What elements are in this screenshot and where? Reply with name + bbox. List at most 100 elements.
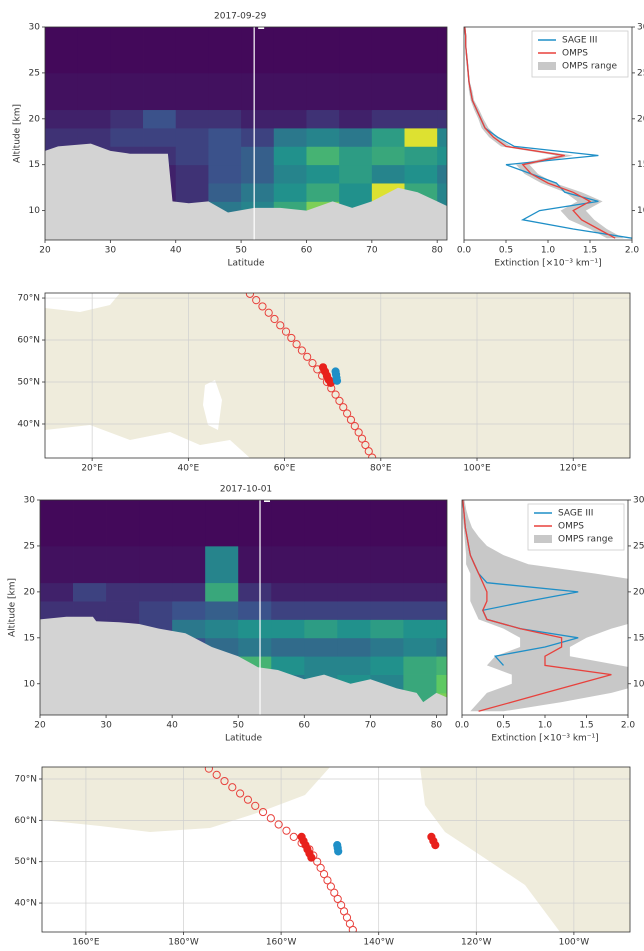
heat-cell bbox=[238, 582, 272, 602]
y-tick-label: 20 bbox=[637, 114, 644, 124]
heat-cell bbox=[370, 545, 404, 584]
marker bbox=[350, 421, 359, 431]
marker bbox=[220, 776, 229, 786]
y-tick-label: 60°N bbox=[14, 816, 37, 826]
y-tick-label: 25 bbox=[24, 541, 35, 551]
marker bbox=[289, 832, 298, 841]
marker bbox=[368, 453, 377, 458]
marker bbox=[339, 403, 348, 412]
y-tick-label: 15 bbox=[637, 160, 644, 170]
surface bbox=[45, 143, 447, 240]
y-tick-label: 40°N bbox=[17, 419, 40, 429]
marker bbox=[245, 293, 255, 298]
plot-area bbox=[245, 293, 377, 458]
marker bbox=[361, 440, 370, 450]
legend-label: OMPS bbox=[558, 522, 584, 532]
heat-cell bbox=[241, 27, 275, 74]
heat-cell bbox=[139, 582, 173, 602]
heat-cell bbox=[77, 109, 111, 129]
y-tick-label: 30 bbox=[637, 23, 644, 33]
y-tick-label: 30 bbox=[633, 496, 644, 506]
x-axis-label: Latitude bbox=[225, 734, 263, 744]
heat-cell bbox=[205, 582, 239, 602]
heat-cell bbox=[143, 127, 177, 147]
marker bbox=[281, 327, 291, 336]
marker bbox=[316, 863, 325, 873]
heat-cell bbox=[238, 545, 272, 584]
heat-cell bbox=[306, 164, 340, 184]
heat-cell bbox=[273, 183, 307, 202]
land bbox=[42, 767, 330, 832]
x-tick-label: 100°W bbox=[559, 938, 590, 948]
marker bbox=[266, 814, 275, 823]
marker bbox=[212, 770, 221, 779]
legend-label: SAGE III bbox=[558, 509, 593, 519]
heat-cell bbox=[306, 146, 340, 166]
heat-cell bbox=[208, 127, 242, 147]
heat-cell bbox=[339, 127, 373, 147]
x-tick-label: 40°E bbox=[178, 464, 200, 474]
x-tick-label: 20°E bbox=[81, 464, 103, 474]
heat-cell bbox=[241, 183, 275, 202]
marker bbox=[333, 894, 342, 904]
heat-cell bbox=[404, 27, 438, 74]
heat-cell bbox=[208, 109, 242, 129]
heat-cell bbox=[403, 619, 437, 639]
heat-cell bbox=[172, 545, 206, 584]
plot-area bbox=[40, 500, 447, 715]
heat-cell bbox=[271, 500, 305, 547]
heat-cell bbox=[271, 656, 305, 675]
heat-cell bbox=[241, 72, 275, 111]
heat-cell bbox=[304, 601, 338, 620]
heat-cell bbox=[271, 545, 305, 584]
frame bbox=[41, 766, 631, 933]
heat-cell bbox=[40, 500, 74, 547]
heat-cell bbox=[403, 545, 437, 584]
y-tick-label: 70°N bbox=[14, 774, 37, 784]
heat-cell bbox=[208, 27, 242, 74]
heat-cell bbox=[40, 582, 74, 602]
heat-cell bbox=[337, 637, 371, 657]
heat-cell bbox=[208, 183, 242, 202]
heat-cell bbox=[306, 183, 340, 202]
heat-cell bbox=[143, 72, 177, 111]
x-tick-label: 50 bbox=[232, 721, 244, 731]
frame bbox=[44, 292, 631, 459]
heat-cell bbox=[436, 582, 447, 602]
legend-swatch bbox=[538, 62, 556, 70]
heat-cell bbox=[241, 127, 275, 147]
y-tick-label: 15 bbox=[24, 633, 35, 643]
legend-label: OMPS range bbox=[562, 62, 617, 72]
heat-cell bbox=[205, 545, 239, 584]
x-tick-label: 1.5 bbox=[579, 721, 593, 731]
heat-cell bbox=[45, 27, 79, 74]
heat-cell bbox=[205, 500, 239, 547]
marker bbox=[251, 801, 260, 810]
heat-cell bbox=[273, 127, 307, 147]
frame bbox=[39, 499, 448, 716]
x-tick-label: 180°W bbox=[168, 938, 199, 948]
x-tick-label: 0.5 bbox=[499, 246, 513, 256]
marker bbox=[330, 888, 339, 897]
x-tick-label: 30 bbox=[100, 721, 112, 731]
y-tick-label: 20 bbox=[24, 587, 36, 597]
x-tick-label: 120°E bbox=[560, 464, 588, 474]
range-band bbox=[462, 500, 628, 712]
y-tick-label: 30 bbox=[29, 23, 41, 33]
heat-cell bbox=[110, 109, 144, 129]
marker bbox=[276, 321, 285, 330]
y-tick-label: 50°N bbox=[14, 857, 37, 867]
y-tick-label: 10 bbox=[24, 679, 36, 689]
y-tick-label: 10 bbox=[633, 679, 644, 689]
heat-cell bbox=[436, 637, 447, 657]
heat-cell bbox=[371, 27, 405, 74]
heat-cell bbox=[437, 183, 447, 202]
heat-cell bbox=[436, 656, 447, 675]
heat-cell bbox=[106, 582, 140, 602]
heat-cell bbox=[40, 601, 74, 620]
marker bbox=[292, 340, 301, 349]
heat-cell bbox=[339, 146, 373, 166]
y-tick-label: 20 bbox=[633, 587, 644, 597]
heat-cell bbox=[110, 127, 144, 147]
